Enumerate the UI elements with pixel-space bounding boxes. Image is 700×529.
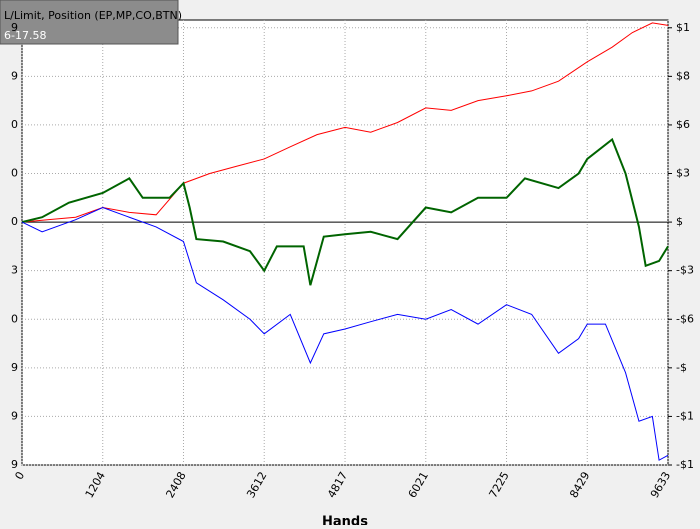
title-box (0, 0, 179, 45)
chart-title: L/Limit, Position (EP,MP,CO,BTN) (4, 9, 182, 22)
x-tick-label: 8429 (567, 470, 592, 501)
y-tick-label: 9 (11, 409, 18, 422)
y2-tick-label: $3 (676, 167, 690, 180)
x-tick-label: 3612 (244, 470, 269, 501)
y-tick-label: 9 (11, 361, 18, 374)
y-tick-label: 9 (11, 69, 18, 82)
series-line (21, 137, 669, 286)
y-tick-label: 0 (11, 312, 18, 325)
y-tick-label: 9 (11, 458, 18, 471)
x-tick-label: 6021 (406, 470, 431, 501)
y2-tick-label: -$6 (676, 312, 694, 325)
y2-tick-label: -$3 (676, 264, 694, 277)
y2-tick-label: $1 (676, 21, 690, 34)
x-tick-label: 9633 (648, 470, 673, 501)
x-tick-label: 1204 (83, 470, 108, 501)
x-tick-label: 2408 (163, 470, 188, 501)
x-tick-label: 0 (12, 470, 27, 483)
y-tick-label: 3 (11, 264, 18, 277)
chart-subtitle: 6-17.58 (4, 29, 46, 42)
y2-tick-label: -$1 (676, 409, 694, 422)
series-line (21, 22, 669, 223)
y-tick-label: 9 (11, 21, 18, 34)
y-tick-label: 0 (11, 118, 18, 131)
y-tick-label: 0 (11, 215, 18, 228)
x-tick-label: 4817 (325, 470, 350, 501)
series-line (21, 206, 669, 461)
y2-tick-label: $8 (676, 69, 690, 82)
y2-tick-label: -$1 (676, 458, 694, 471)
y2-tick-label: $6 (676, 118, 690, 131)
y-tick-label: 0 (11, 167, 18, 180)
y2-tick-label: $ (676, 215, 683, 228)
y2-tick-label: -$ (676, 361, 687, 374)
x-axis-label: Hands (322, 515, 368, 526)
x-tick-label: 7225 (486, 469, 511, 500)
